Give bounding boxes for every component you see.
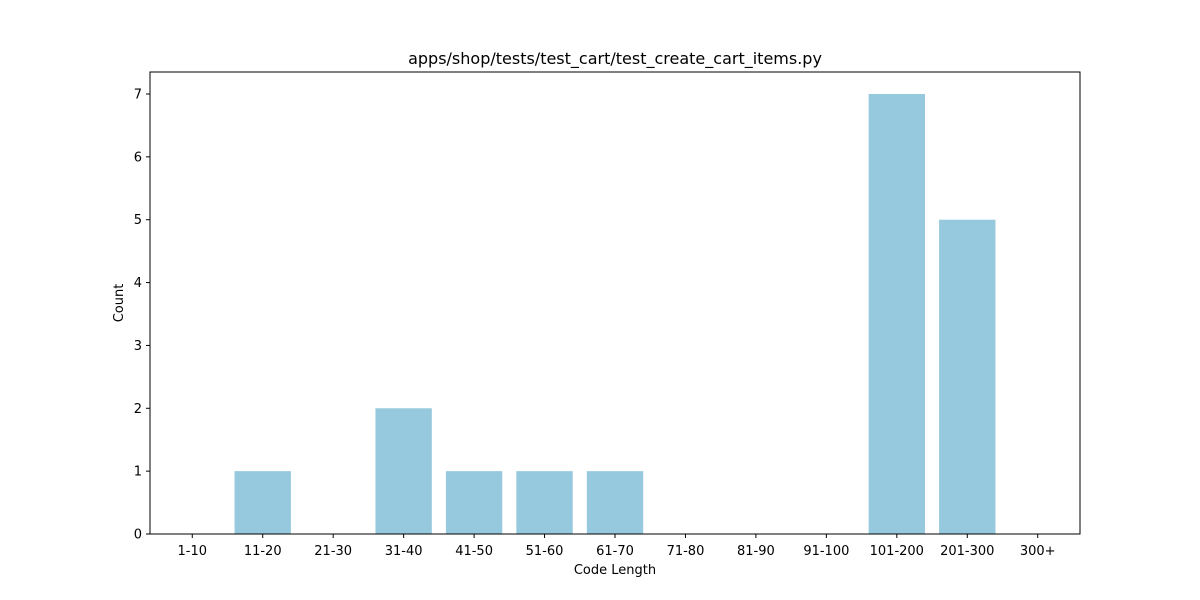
bar-201-300 [939,219,996,534]
y-tick-label: 1 [134,465,142,480]
plot-frame [149,71,1081,535]
y-tick-label: 5 [134,213,142,228]
x-tick-label: 91-100 [803,544,849,559]
x-tick-label: 1-10 [178,544,208,559]
y-tick-label: 4 [134,276,142,291]
y-tick-label: 3 [134,339,142,354]
x-tick-label: 51-60 [526,544,564,559]
bar-41-50 [445,471,503,534]
x-tick-label: 101-200 [870,544,924,559]
x-tick-label: 31-40 [385,544,423,559]
x-tick-label: 61-70 [596,544,634,559]
y-tick-label: 6 [134,150,142,165]
y-axis-label: Count [112,284,127,323]
x-tick-label: 300+ [1020,544,1056,559]
x-axis-label: Code Length [574,563,656,578]
y-tick-label: 2 [134,402,142,417]
x-tick-label: 21-30 [314,544,352,559]
bar-101-200 [868,94,925,534]
bar-31-40 [375,408,432,534]
y-ticks-layer: 0 1 2 3 4 5 6 7 [134,88,150,543]
x-tick-label: 41-50 [455,544,493,559]
bar-51-60 [516,471,573,534]
y-tick-label: 0 [134,528,142,543]
x-tick-label: 201-300 [940,544,994,559]
x-ticks-layer: 1-10 11-20 21-30 31-40 41-50 51-60 61-70 71-80 8… [178,534,1056,559]
x-tick-label: 71-80 [667,544,705,559]
chart-title: apps/shop/tests/test_cart/test_create_ca… [408,49,822,69]
x-tick-label: 81-90 [737,544,775,559]
y-tick-label: 7 [134,88,142,103]
bar-61-70 [586,471,644,534]
bars-layer [234,94,996,534]
bar-11-20 [234,471,291,534]
x-tick-label: 11-20 [244,544,282,559]
